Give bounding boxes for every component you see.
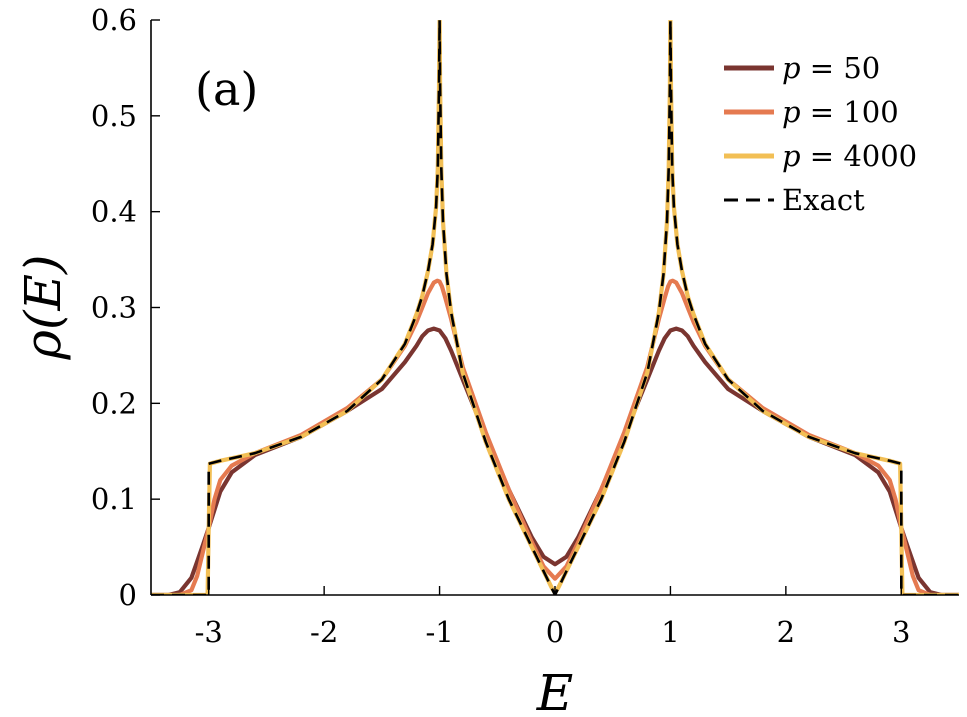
y-tick-label: 0.5 bbox=[91, 99, 137, 133]
axes-layer: -3 -2 -1 0 1 2 3 0 0.1 0.2 0.3 0.4 0.5 0.6 bbox=[91, 3, 959, 649]
x-tick-label: 3 bbox=[892, 615, 910, 649]
legend-label: p = 100 bbox=[782, 95, 899, 129]
x-tick-label: -1 bbox=[425, 615, 453, 649]
y-tick-label: 0.4 bbox=[91, 195, 137, 229]
x-tick-label: 1 bbox=[661, 615, 679, 649]
legend: p = 50 p = 100 p = 4000 Exact bbox=[724, 51, 917, 217]
x-tick-label: 0 bbox=[546, 615, 564, 649]
y-axis-label: ρ(E) bbox=[14, 255, 72, 361]
x-tick-label: 2 bbox=[777, 615, 795, 649]
series-line-0 bbox=[151, 326, 959, 595]
y-tick-label: 0.1 bbox=[91, 482, 137, 516]
panel-label: (a) bbox=[195, 62, 258, 116]
y-tick-label: 0.2 bbox=[91, 386, 137, 420]
x-axis-label: E bbox=[536, 664, 574, 717]
y-tick-label: 0.6 bbox=[91, 3, 137, 37]
legend-label: p = 4000 bbox=[782, 139, 917, 173]
legend-label: Exact bbox=[782, 183, 865, 217]
x-tick-label: -3 bbox=[195, 615, 223, 649]
legend-label: p = 50 bbox=[782, 51, 880, 85]
x-tick-label: -2 bbox=[310, 615, 338, 649]
y-tick-label: 0.3 bbox=[91, 291, 137, 325]
y-tick-label: 0 bbox=[119, 578, 137, 612]
